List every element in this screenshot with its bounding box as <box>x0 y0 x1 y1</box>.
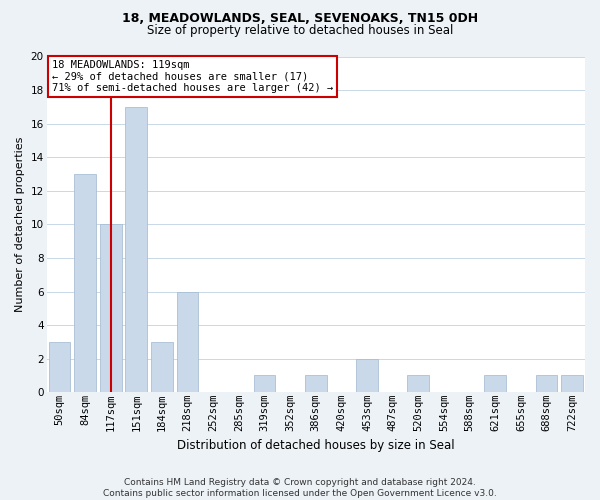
Text: 18 MEADOWLANDS: 119sqm
← 29% of detached houses are smaller (17)
71% of semi-det: 18 MEADOWLANDS: 119sqm ← 29% of detached… <box>52 60 333 93</box>
Text: 18, MEADOWLANDS, SEAL, SEVENOAKS, TN15 0DH: 18, MEADOWLANDS, SEAL, SEVENOAKS, TN15 0… <box>122 12 478 26</box>
Text: Size of property relative to detached houses in Seal: Size of property relative to detached ho… <box>147 24 453 37</box>
Bar <box>177 292 199 392</box>
Bar <box>407 376 429 392</box>
Bar <box>49 342 70 392</box>
Text: Contains HM Land Registry data © Crown copyright and database right 2024.
Contai: Contains HM Land Registry data © Crown c… <box>103 478 497 498</box>
Bar <box>305 376 326 392</box>
Bar <box>100 224 122 392</box>
Bar <box>536 376 557 392</box>
Bar <box>74 174 96 392</box>
Bar <box>484 376 506 392</box>
X-axis label: Distribution of detached houses by size in Seal: Distribution of detached houses by size … <box>177 440 455 452</box>
Bar <box>151 342 173 392</box>
Bar <box>356 358 378 392</box>
Bar <box>254 376 275 392</box>
Bar <box>125 107 147 393</box>
Bar <box>561 376 583 392</box>
Y-axis label: Number of detached properties: Number of detached properties <box>15 136 25 312</box>
